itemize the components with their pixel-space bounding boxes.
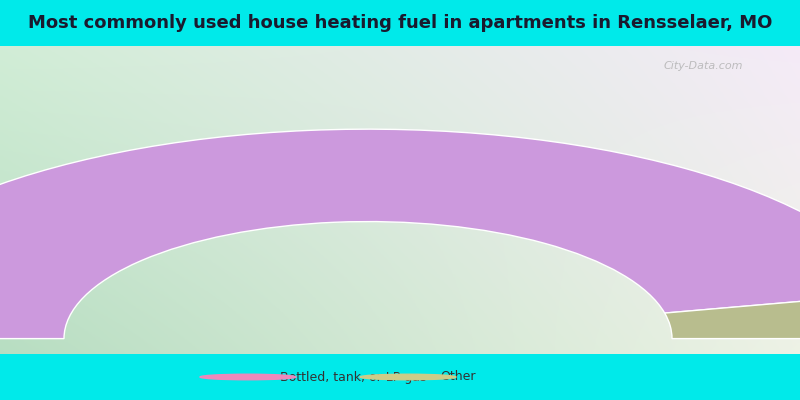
Text: Other: Other xyxy=(440,370,475,384)
Circle shape xyxy=(360,374,456,380)
Wedge shape xyxy=(0,129,800,338)
Text: Bottled, tank, or LP gas: Bottled, tank, or LP gas xyxy=(280,370,426,384)
Wedge shape xyxy=(665,293,800,338)
Circle shape xyxy=(200,374,296,380)
Text: City-Data.com: City-Data.com xyxy=(664,62,743,72)
Text: Most commonly used house heating fuel in apartments in Rensselaer, MO: Most commonly used house heating fuel in… xyxy=(28,14,772,32)
